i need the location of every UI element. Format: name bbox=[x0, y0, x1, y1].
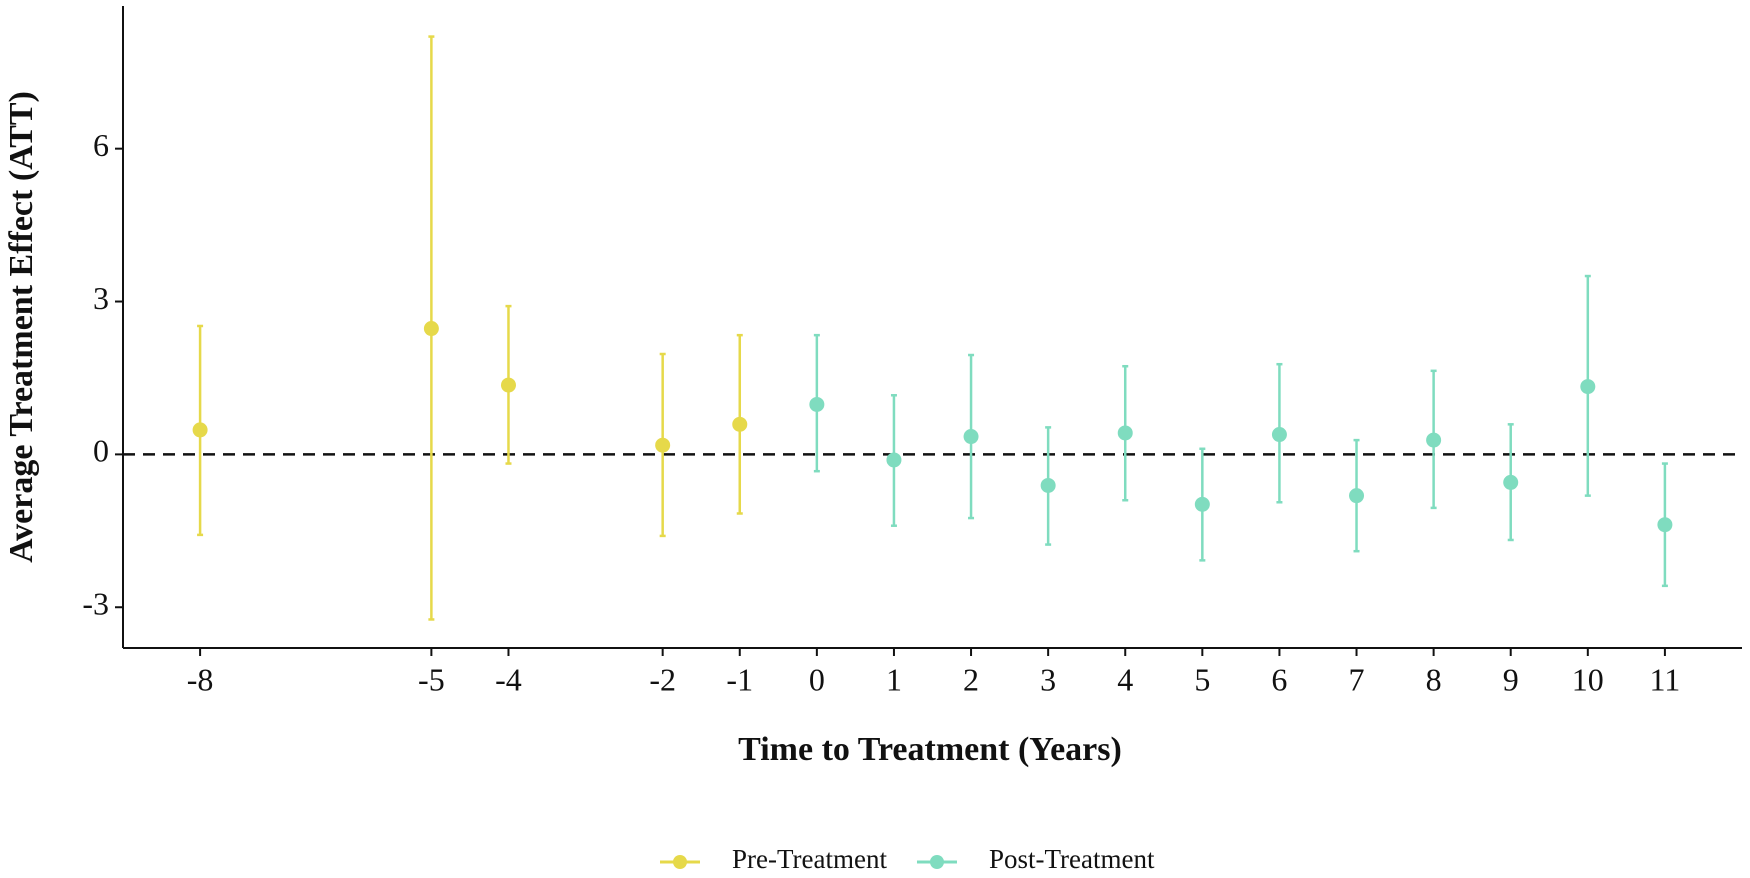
point bbox=[1349, 488, 1365, 504]
y-tick-label: 0 bbox=[93, 433, 109, 469]
x-tick-label: 4 bbox=[1117, 661, 1133, 697]
x-tick-label: -4 bbox=[495, 661, 522, 697]
x-tick-label: 2 bbox=[963, 661, 979, 697]
x-tick-label: 10 bbox=[1572, 661, 1604, 697]
point bbox=[1426, 432, 1442, 448]
point bbox=[500, 377, 516, 393]
point bbox=[1271, 427, 1287, 443]
point bbox=[1040, 477, 1056, 493]
x-tick-label: 3 bbox=[1040, 661, 1056, 697]
x-tick-label: 11 bbox=[1649, 661, 1680, 697]
x-tick-label: 8 bbox=[1426, 661, 1442, 697]
point bbox=[886, 452, 902, 468]
x-tick-label: 5 bbox=[1194, 661, 1210, 697]
y-tick-label: -3 bbox=[82, 586, 109, 622]
x-tick-label: 7 bbox=[1349, 661, 1365, 697]
point bbox=[963, 429, 979, 445]
legend-label: Pre-Treatment bbox=[732, 844, 887, 874]
y-tick-label: 6 bbox=[93, 127, 109, 163]
x-tick-label: -5 bbox=[418, 661, 445, 697]
point bbox=[809, 396, 825, 412]
x-tick-label: 9 bbox=[1503, 661, 1519, 697]
point bbox=[423, 321, 439, 337]
y-tick-label: 3 bbox=[93, 280, 109, 316]
point bbox=[1194, 496, 1210, 512]
x-tick-label: -2 bbox=[649, 661, 676, 697]
point bbox=[192, 422, 208, 438]
x-tick-label: 0 bbox=[809, 661, 825, 697]
point bbox=[732, 416, 748, 432]
point bbox=[1657, 517, 1673, 533]
point bbox=[1580, 379, 1596, 395]
legend-label: Post-Treatment bbox=[989, 844, 1155, 874]
point bbox=[1117, 425, 1133, 441]
point bbox=[1503, 474, 1519, 490]
x-tick-label: 6 bbox=[1271, 661, 1287, 697]
y-axis-title: Average Treatment Effect (ATT) bbox=[3, 91, 40, 563]
x-tick-label: -1 bbox=[726, 661, 753, 697]
legend-swatch bbox=[929, 855, 944, 869]
point bbox=[655, 437, 671, 453]
x-axis-title: Time to Treatment (Years) bbox=[738, 731, 1122, 768]
x-tick-label: -8 bbox=[187, 661, 214, 697]
legend-swatch bbox=[673, 855, 687, 869]
x-tick-label: 1 bbox=[886, 661, 902, 697]
